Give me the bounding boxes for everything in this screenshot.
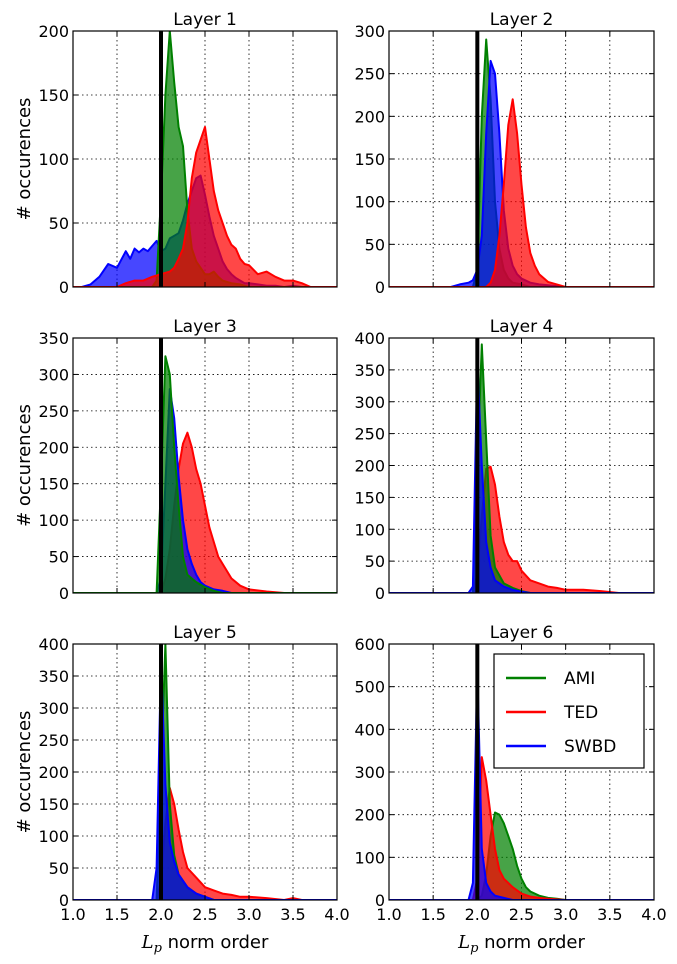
subplot-title: Layer 6 — [490, 623, 554, 643]
y-tick-label: 150 — [38, 86, 69, 105]
subplot-title: Layer 5 — [173, 623, 237, 643]
series-line-ted — [389, 98, 654, 287]
y-tick-label: 150 — [38, 475, 69, 494]
series-line-ted — [73, 126, 337, 287]
y-tick-label: 100 — [354, 520, 385, 539]
subplot-3: 0 50 100 150 200 250 300 350 Layer 3 # occurences — [14, 317, 338, 603]
series-area-ted — [389, 466, 654, 593]
legend: AMI TED SWBD — [493, 653, 645, 769]
y-tick-label: 50 — [49, 859, 69, 878]
subplot-5: 0 50 100 150 200 250 300 350 400 1.0 1.5 2.0 2.5 3.0 3… — [14, 623, 350, 956]
y-tick-label: 400 — [354, 720, 385, 739]
series-group — [73, 31, 337, 287]
y-tick-label: 0 — [375, 584, 385, 603]
series-area-ted — [73, 127, 337, 287]
x-tick-label: 3.0 — [236, 905, 261, 924]
x-tick-label: 2.5 — [192, 905, 217, 924]
y-tick-label: 150 — [38, 795, 69, 814]
y-tick-label: 0 — [59, 278, 69, 297]
subplot-title: Layer 3 — [173, 317, 237, 337]
y-tick-label: 300 — [354, 393, 385, 412]
series-line-swbd — [389, 666, 654, 900]
x-tick-label: 3.5 — [597, 905, 622, 924]
y-tick-label: 0 — [375, 891, 385, 910]
y-tick-label: 350 — [38, 329, 69, 348]
subplot-title: Layer 1 — [173, 10, 237, 30]
y-tick-label: 100 — [38, 511, 69, 530]
series-group — [389, 38, 654, 287]
x-tick-label: 1.5 — [420, 905, 445, 924]
subplot-6: 0 100 200 300 400 500 600 1.0 1.5 2.0 2.5 3.0 3.5 4.0… — [354, 623, 666, 956]
y-axis-label: # occurences — [14, 404, 35, 527]
y-tick-label: 350 — [354, 361, 385, 380]
subplot-1: 0 50 100 150 200 Layer 1 # occurences — [14, 10, 338, 297]
x-tick-label: 3.5 — [280, 905, 305, 924]
y-tick-label: 100 — [38, 150, 69, 169]
x-axis-label: Lp norm order — [457, 932, 585, 956]
y-tick-label: 250 — [38, 731, 69, 750]
y-axis-label: # occurences — [14, 98, 35, 221]
x-tick-label: 2.5 — [509, 905, 534, 924]
y-tick-label: 100 — [354, 193, 385, 212]
y-tick-label: 150 — [354, 488, 385, 507]
series-area-ami — [389, 812, 654, 900]
y-tick-label: 200 — [354, 457, 385, 476]
x-tick-label: 2.0 — [148, 905, 173, 924]
y-tick-label: 200 — [38, 763, 69, 782]
y-tick-label: 200 — [38, 22, 69, 41]
y-tick-label: 400 — [354, 329, 385, 348]
x-tick-label: 1.0 — [60, 905, 85, 924]
x-tick-label: 2.0 — [465, 905, 490, 924]
y-tick-label: 150 — [354, 150, 385, 169]
legend-label-ami: AMI — [564, 669, 595, 689]
y-axis-label: # occurences — [14, 711, 35, 834]
y-tick-label: 300 — [354, 763, 385, 782]
y-tick-label: 350 — [38, 667, 69, 686]
series-group — [389, 666, 654, 900]
y-tick-label: 0 — [59, 891, 69, 910]
y-tick-label: 500 — [354, 678, 385, 697]
y-tick-label: 0 — [59, 584, 69, 603]
subplot-title: Layer 2 — [490, 10, 554, 30]
y-tick-label: 200 — [354, 806, 385, 825]
x-tick-label: 4.0 — [641, 905, 666, 924]
y-tick-label: 100 — [354, 848, 385, 867]
y-tick-label: 50 — [365, 552, 385, 571]
x-axis-label: Lp norm order — [141, 932, 269, 956]
subplot-title: Layer 4 — [490, 317, 554, 337]
y-tick-label: 400 — [38, 635, 69, 654]
x-tick-label: 1.5 — [104, 905, 129, 924]
series-area-swbd — [389, 360, 654, 593]
legend-label-ted: TED — [563, 703, 598, 723]
x-tick-label: 1.0 — [376, 905, 401, 924]
series-area-ted — [73, 432, 337, 593]
y-tick-label: 300 — [354, 22, 385, 41]
y-tick-label: 200 — [38, 438, 69, 457]
subplot-4: 0 50 100 150 200 250 300 350 400 Layer 4 — [354, 317, 655, 603]
y-tick-label: 0 — [375, 278, 385, 297]
subplot-2: 0 50 100 150 200 250 300 Layer 2 — [354, 10, 655, 297]
y-tick-label: 50 — [49, 214, 69, 233]
series-group — [73, 355, 337, 593]
y-tick-label: 50 — [365, 235, 385, 254]
y-tick-label: 300 — [38, 699, 69, 718]
series-line-swbd — [389, 359, 654, 593]
x-tick-label: 4.0 — [324, 905, 349, 924]
y-tick-label: 250 — [38, 402, 69, 421]
y-tick-label: 250 — [354, 425, 385, 444]
y-tick-label: 250 — [354, 65, 385, 84]
y-tick-label: 100 — [38, 827, 69, 846]
legend-label-swbd: SWBD — [564, 737, 616, 757]
y-tick-label: 600 — [354, 635, 385, 654]
x-tick-label: 3.0 — [553, 905, 578, 924]
y-tick-label: 300 — [38, 365, 69, 384]
y-tick-label: 50 — [49, 548, 69, 567]
y-tick-label: 200 — [354, 107, 385, 126]
